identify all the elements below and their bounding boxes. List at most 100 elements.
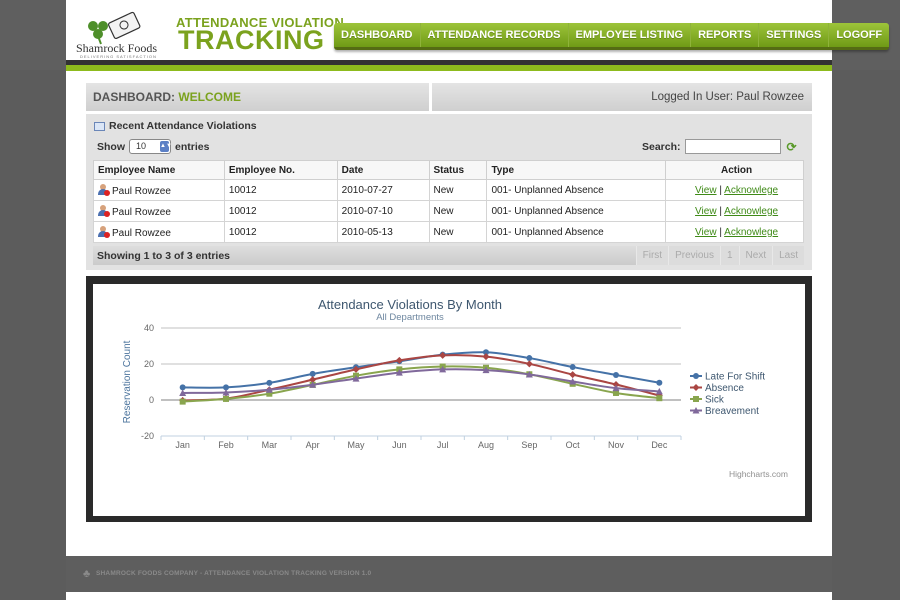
acknowledge-link[interactable]: Acknowlege [724,205,779,217]
legend-item: Breavement [705,406,759,417]
violation-status: New [428,179,488,201]
data-point [266,390,273,397]
nav-employee-listing[interactable]: EMPLOYEE LISTING [569,23,692,47]
logo-tagline: DELIVERING SATISFACTION [80,54,157,59]
x-tick-label: Jul [437,440,449,450]
shamrock-logo-icon [88,11,141,45]
refresh-icon[interactable]: ⟳ [786,139,797,154]
legend-marker [692,384,700,391]
y-tick-label: 40 [144,323,154,333]
entries-label: entries [175,140,210,153]
data-point [612,384,620,392]
data-point [179,398,186,405]
nav-logoff[interactable]: LOGOFF [836,29,883,41]
action-cell: View | Acknowlege [665,221,804,243]
data-point [612,381,620,389]
legend-marker [693,396,699,402]
legend-item: Late For Shift [705,372,765,383]
nav-dashboard[interactable]: DASHBOARD [334,23,421,47]
legend-item: Sick [705,395,725,406]
data-point [352,365,360,373]
view-link[interactable]: View [695,226,717,238]
data-point [482,353,490,361]
shamrock-icon: ♣ [83,568,91,580]
pager-first[interactable]: First [635,246,669,265]
data-point [395,369,403,376]
user-alert-icon [98,225,110,238]
data-point [439,351,447,359]
violation-type: 001- Unplanned Absence [486,200,667,222]
x-tick-label: Jun [392,440,407,450]
employee-name-cell: Paul Rowzee [93,221,225,243]
welcome-label: WELCOME [178,90,242,104]
x-tick-label: Apr [306,440,320,450]
entries-select[interactable]: 10 ▲▼ [129,139,172,154]
pagination: First Previous 1 Next Last [635,246,804,265]
table-row: Paul Rowzee 10012 2010-07-27 New 001- Un… [93,179,804,201]
data-point [395,356,403,364]
dashboard-bar-separator [429,83,432,111]
nav-attendance-records[interactable]: ATTENDANCE RECORDS [421,23,569,47]
column-header[interactable]: Action [665,160,804,180]
x-tick-label: Jan [175,440,190,450]
logo-text: Shamrock Foods [76,41,157,55]
data-point [569,364,576,371]
employee-name-cell: Paul Rowzee [93,179,225,201]
recent-violations-panel: Recent Attendance Violations Show 10 ▲▼ … [86,114,812,270]
logged-in-user: Logged In User: Paul Rowzee [651,91,804,103]
data-point [525,370,533,378]
entries-info: Showing 1 to 3 of 3 entries [97,250,231,262]
view-link[interactable]: View [695,184,717,196]
data-point [526,355,533,362]
column-header[interactable]: Employee Name [93,160,225,180]
violation-status: New [428,221,488,243]
series-line [182,368,660,394]
table-footer: Showing 1 to 3 of 3 entries First Previo… [93,246,804,265]
view-link[interactable]: View [695,205,717,217]
nav-settings[interactable]: SETTINGS [759,23,830,47]
series-line [182,354,660,402]
violation-status: New [428,200,488,222]
employee-name-cell: Paul Rowzee [93,200,225,222]
dashboard-bar: DASHBOARD: WELCOME Logged In User: Paul … [86,83,812,111]
nav-reports[interactable]: REPORTS [691,23,760,47]
search-label: Search: [642,140,681,153]
violations-table: Employee Name Employee No. Date Status T… [93,160,804,243]
dashboard-label: DASHBOARD: [93,90,175,104]
pager-last[interactable]: Last [772,246,804,265]
pager-next[interactable]: Next [738,246,773,265]
y-tick-label: 20 [144,359,154,369]
data-point [309,370,316,377]
user-alert-icon [98,183,110,196]
violation-date: 2010-07-10 [336,200,430,222]
data-point [525,360,533,368]
show-label: Show [97,140,125,153]
data-point [309,381,317,388]
data-point [613,371,619,378]
column-header[interactable]: Employee No. [223,160,338,180]
main-nav: DASHBOARD ATTENDANCE RECORDS EMPLOYEE LI… [334,23,890,50]
data-point [352,375,360,382]
acknowledge-link[interactable]: Acknowlege [724,184,779,196]
search-input[interactable] [684,139,781,154]
legend-marker [692,407,700,414]
violation-date: 2010-05-13 [336,221,430,243]
y-tick-label: -20 [141,431,154,441]
pager-previous[interactable]: Previous [668,246,720,265]
footer-text: SHAMROCK FOODS COMPANY - ATTENDANCE VIOL… [96,570,372,577]
chart-subtitle: All Departments [376,312,444,323]
x-tick-label: Feb [218,440,234,450]
acknowledge-link[interactable]: Acknowlege [724,226,779,238]
chart-credit: Highcharts.com [729,469,788,479]
column-header[interactable]: Status [428,160,488,180]
column-header[interactable]: Type [486,160,667,180]
pager-page[interactable]: 1 [719,246,739,265]
data-point [266,379,273,386]
column-header[interactable]: Date [336,160,430,180]
table-row: Paul Rowzee 10012 2010-05-13 New 001- Un… [93,221,804,243]
footer: ♣ SHAMROCK FOODS COMPANY - ATTENDANCE VI… [66,556,832,592]
header-divider-green [66,65,832,71]
user-alert-icon [98,204,110,217]
header: Shamrock Foods DELIVERING SATISFACTION A… [66,6,890,70]
